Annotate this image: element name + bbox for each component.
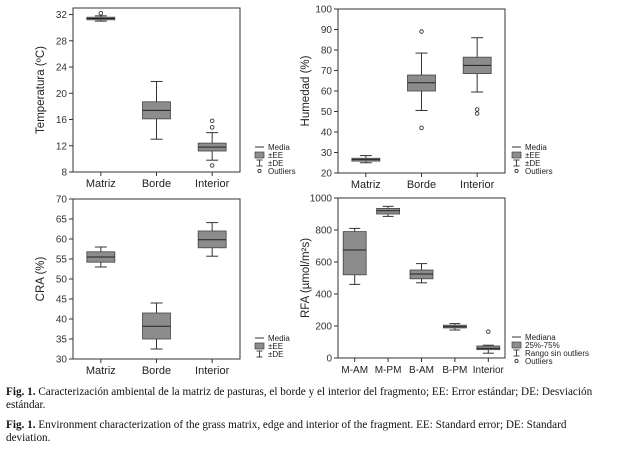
outlier-point xyxy=(209,125,215,130)
y-tick-label: 800 xyxy=(315,226,332,237)
caption-english-text: Environment characterization of the gras… xyxy=(6,419,567,445)
caption-spanish-text: Caracterización ambiental de la matriz d… xyxy=(6,386,593,412)
caption-spanish: Fig. 1. Caracterización ambiental de la … xyxy=(6,386,612,412)
y-tick-label: 50 xyxy=(56,275,68,286)
y-tick-label: 20 xyxy=(321,169,333,180)
y-tick-label: 32 xyxy=(56,10,68,21)
x-tick-label: Matriz xyxy=(86,365,116,377)
legend-label: ±DE xyxy=(268,159,284,168)
x-tick-label: Borde xyxy=(142,178,171,190)
legend-box-icon xyxy=(511,341,522,349)
legend-label: Media xyxy=(268,143,290,152)
y-tick-label: 30 xyxy=(321,148,333,159)
y-tick-label: 600 xyxy=(315,258,332,269)
caption-english: Fig. 1. Environment characterization of … xyxy=(6,419,612,445)
y-axis-label: CRA (%) xyxy=(35,256,47,301)
y-tick-label: 35 xyxy=(56,335,68,346)
legend-label: Outliers xyxy=(268,167,296,176)
y-tick-label: 40 xyxy=(56,315,68,326)
y-tick-label: 100 xyxy=(315,5,332,16)
x-tick-label: Borde xyxy=(407,179,436,191)
y-axis-label: Humedad (%) xyxy=(300,55,312,126)
legend-label: 25%-75% xyxy=(525,341,560,350)
y-tick-label: 12 xyxy=(56,141,68,152)
y-tick-label: 60 xyxy=(321,87,333,98)
x-tick-label: Interior xyxy=(473,365,505,376)
outlier-point xyxy=(419,29,424,34)
x-tick-label: Matriz xyxy=(86,178,116,190)
y-tick-label: 200 xyxy=(315,322,332,333)
box xyxy=(342,231,367,276)
legend-label: ±DE xyxy=(268,350,284,359)
outlier-point xyxy=(209,118,215,124)
legend-label: ±EE xyxy=(268,342,283,351)
y-tick-label: 45 xyxy=(56,295,68,306)
caption-english-label: Fig. 1. xyxy=(6,419,36,431)
y-tick-label: 8 xyxy=(61,168,67,179)
y-tick-label: 40 xyxy=(321,128,333,139)
y-tick-label: 400 xyxy=(315,290,332,301)
box xyxy=(476,345,501,351)
y-tick-label: 55 xyxy=(56,255,68,266)
outlier-point xyxy=(474,111,480,116)
x-tick-label: B-AM xyxy=(409,365,434,376)
legend-label: Outliers xyxy=(525,357,553,366)
y-tick-label: 30 xyxy=(56,355,68,366)
y-tick-label: 20 xyxy=(56,89,68,100)
y-tick-label: 0 xyxy=(326,354,332,365)
outlier-point xyxy=(419,125,424,131)
y-tick-label: 28 xyxy=(56,36,68,47)
y-tick-label: 60 xyxy=(56,235,68,246)
y-tick-label: 90 xyxy=(321,25,333,36)
y-axis-label: RFA (µmol/m²s) xyxy=(300,238,312,318)
legend-outlier-icon xyxy=(257,168,262,174)
legend-label: Mediana xyxy=(525,333,556,342)
y-axis-label: Temperatura (ºC) xyxy=(35,46,47,134)
legend-box-icon xyxy=(254,342,265,350)
y-tick-label: 1000 xyxy=(310,194,333,205)
x-tick-label: M-AM xyxy=(341,365,368,376)
outlier-point xyxy=(209,163,215,168)
legend-label: ±DE xyxy=(525,159,541,168)
outlier-point xyxy=(474,107,480,112)
y-tick-label: 70 xyxy=(321,66,333,77)
figure-panels: 8 12 16 20 24 28 32 Temperatura (ºC) Matriz Borde… xyxy=(35,5,589,378)
legend-label: Outliers xyxy=(525,167,553,176)
legend-label: Media xyxy=(525,143,547,152)
x-tick-label: B-PM xyxy=(442,365,467,376)
legend-outlier-icon xyxy=(514,168,519,174)
outlier-point xyxy=(486,329,491,334)
legend-label: Rango sin outliers xyxy=(525,349,589,358)
y-tick-label: 50 xyxy=(321,107,333,118)
x-tick-label: Matriz xyxy=(351,179,381,191)
legend-label: Media xyxy=(268,334,290,343)
outlier-point xyxy=(98,10,104,16)
x-tick-label: Interior xyxy=(195,178,230,190)
legend-outlier-icon xyxy=(514,358,519,364)
y-tick-label: 80 xyxy=(321,46,333,57)
x-tick-label: Borde xyxy=(142,365,171,377)
legend-label: ±EE xyxy=(268,151,283,160)
y-tick-label: 65 xyxy=(56,215,68,226)
caption-spanish-label: Fig. 1. xyxy=(6,386,36,398)
legend-label: ±EE xyxy=(525,151,540,160)
y-tick-label: 70 xyxy=(56,195,68,206)
y-tick-label: 24 xyxy=(56,63,68,74)
legend-box-icon xyxy=(254,151,265,159)
x-tick-label: M-PM xyxy=(375,365,402,376)
legend-box-icon xyxy=(511,151,522,159)
x-tick-label: Interior xyxy=(460,179,495,191)
x-tick-label: Interior xyxy=(195,365,230,377)
y-tick-label: 16 xyxy=(56,115,68,126)
